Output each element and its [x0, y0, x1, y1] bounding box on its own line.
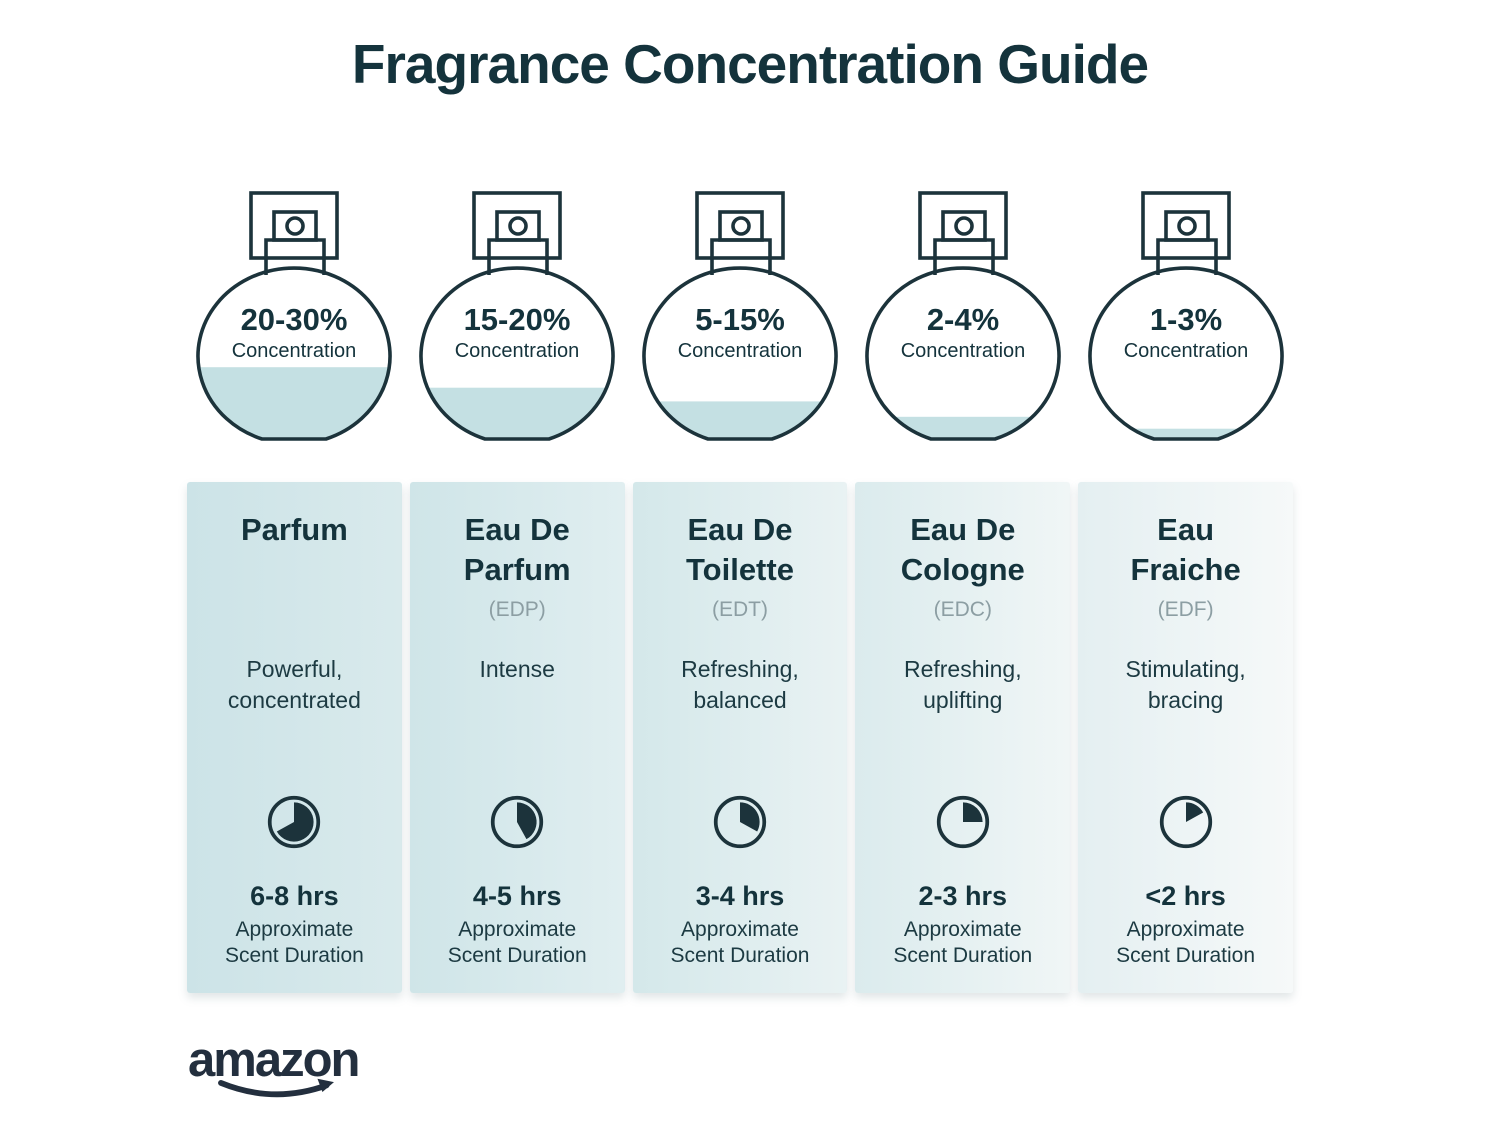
clock-wrap: [410, 794, 625, 852]
concentration-label: Concentration: [678, 340, 803, 362]
fragrance-description: Intense: [479, 656, 555, 682]
cards-row: Parfum Powerful, concentrated 6-8 hrs Ap…: [187, 482, 1293, 993]
bottle-cell-eau-de-toilette: 5-15% Concentration: [633, 187, 848, 449]
clock-wrap: [633, 794, 848, 852]
card-eau-fraiche: Eau Fraiche (EDF) Stimulating, bracing <…: [1078, 482, 1293, 993]
card-eau-de-cologne: Eau De Cologne (EDC) Refreshing, uplifti…: [855, 482, 1071, 993]
duration-note: Approximate Scent Duration: [670, 918, 810, 968]
duration-note: Approximate Scent Duration: [1116, 918, 1256, 968]
duration-note: Approximate Scent Duration: [893, 918, 1033, 968]
duration-value: <2 hrs: [1145, 881, 1226, 911]
concentration-label: Concentration: [455, 340, 580, 362]
perfume-spray-bottle-icon: 20-30% Concentration: [196, 191, 393, 441]
scent-duration-clock-icon: [936, 795, 989, 849]
clock-wrap: [855, 794, 1070, 852]
scent-duration-clock-icon: [268, 795, 321, 849]
concentration-value: 20-30%: [241, 302, 348, 337]
concentration-value: 15-20%: [464, 302, 571, 337]
fragrance-abbr: (EDP): [488, 598, 546, 621]
concentration-value: 1-3%: [1149, 302, 1221, 337]
fragrance-description: Powerful, concentrated: [227, 656, 361, 713]
bottles-row: 20-30% Concentration 15-20% Concentratio…: [187, 187, 1293, 449]
fragrance-description: Refreshing, balanced: [681, 656, 799, 713]
fragrance-abbr: [187, 598, 402, 630]
fragrance-name: Eau De Cologne: [900, 512, 1025, 587]
duration-note: Approximate Scent Duration: [224, 918, 364, 968]
brand-logo: amazon: [188, 1036, 408, 1116]
duration-value: 4-5 hrs: [472, 881, 562, 911]
fragrance-abbr: (EDF): [1157, 598, 1214, 621]
perfume-spray-bottle-icon: 1-3% Concentration: [1087, 191, 1284, 441]
duration-value: 2-3 hrs: [918, 881, 1008, 911]
brand-logo-text: amazon: [188, 1033, 360, 1087]
card-parfum: Parfum Powerful, concentrated 6-8 hrs Ap…: [187, 482, 402, 993]
fragrance-name: Eau De Parfum: [463, 512, 571, 587]
clock-wrap: [1078, 794, 1293, 852]
bottle-cell-eau-de-parfum: 15-20% Concentration: [410, 187, 625, 449]
fragrance-abbr: (EDC): [933, 598, 992, 621]
fragrance-description: Refreshing, uplifting: [903, 656, 1022, 713]
page-title: Fragrance Concentration Guide: [351, 33, 1149, 95]
duration-value: 3-4 hrs: [695, 881, 785, 911]
bottle-cell-eau-de-cologne: 2-4% Concentration: [855, 187, 1070, 449]
concentration-label: Concentration: [1123, 340, 1248, 362]
scent-duration-clock-icon: [491, 795, 544, 849]
card-eau-de-parfum: Eau De Parfum (EDP) Intense 4-5 hrs Appr…: [409, 482, 625, 993]
perfume-spray-bottle-icon: 2-4% Concentration: [865, 191, 1061, 441]
perfume-spray-bottle-icon: 5-15% Concentration: [642, 191, 838, 441]
duration-note: Approximate Scent Duration: [447, 918, 587, 968]
bottle-cell-eau-fraiche: 1-3% Concentration: [1078, 187, 1293, 449]
fragrance-name: Parfum: [240, 512, 348, 547]
concentration-label: Concentration: [901, 340, 1026, 362]
fragrance-name: Eau De Toilette: [686, 512, 794, 587]
fragrance-abbr: (EDT): [711, 598, 768, 621]
bottle-cell-parfum: 20-30% Concentration: [187, 187, 402, 449]
fragrance-name: Eau Fraiche: [1130, 512, 1241, 587]
concentration-label: Concentration: [232, 340, 357, 362]
perfume-spray-bottle-icon: 15-20% Concentration: [419, 191, 615, 441]
fragrance-description: Stimulating, bracing: [1125, 656, 1246, 713]
concentration-value: 2-4%: [927, 302, 999, 337]
scent-duration-clock-icon: [713, 795, 767, 849]
scent-duration-clock-icon: [1159, 795, 1212, 849]
content-area: 20-30% Concentration 15-20% Concentratio…: [187, 0, 1293, 993]
duration-value: 6-8 hrs: [250, 881, 339, 911]
card-eau-de-toilette: Eau De Toilette (EDT) Refreshing, balanc…: [632, 482, 848, 993]
clock-wrap: [187, 794, 402, 852]
concentration-value: 5-15%: [695, 302, 785, 337]
amazon-smile-arrow-icon: [218, 1078, 334, 1098]
